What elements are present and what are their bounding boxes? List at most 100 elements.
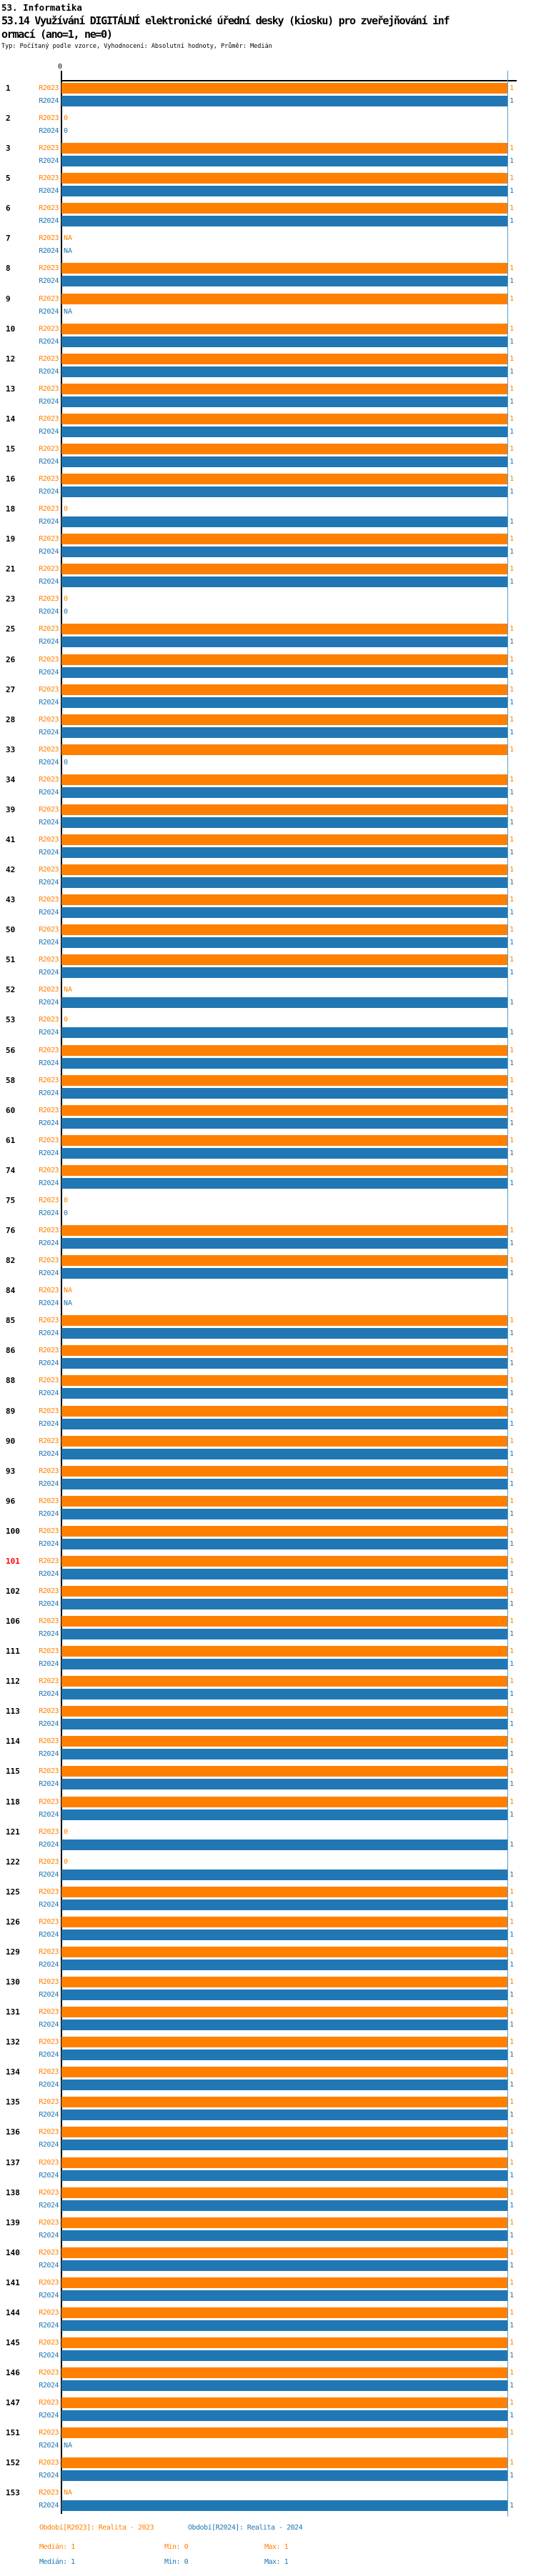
value-label-r2023: 1: [510, 84, 515, 92]
bar-r2023: [61, 1556, 507, 1567]
value-label-r2023: 1: [510, 1347, 515, 1354]
row-id-label: 115: [6, 1767, 20, 1776]
series-label-r2024: R2024: [39, 1570, 59, 1578]
series-label-r2023: R2023: [39, 896, 59, 904]
bar-r2024: [61, 366, 507, 377]
series-label-r2023: R2023: [39, 1647, 59, 1655]
series-label-r2023: R2023: [39, 1467, 59, 1475]
bar-r2023: [61, 1797, 507, 1807]
value-label-r2024: 1: [510, 2021, 515, 2029]
series-label-r2024: R2024: [39, 1961, 59, 1969]
series-label-r2024: R2024: [39, 2232, 59, 2240]
bar-r2023: [61, 714, 507, 725]
bar-r2024: [61, 2470, 507, 2481]
bar-r2023: [61, 1766, 507, 1777]
value-label-r2023: 1: [510, 1257, 515, 1264]
value-label-r2023: 1: [510, 295, 515, 303]
row-id-label: 14: [6, 414, 16, 424]
series-label-r2024: R2024: [39, 2172, 59, 2180]
series-label-r2024: R2024: [39, 1329, 59, 1337]
bar-r2024: [61, 1990, 507, 2000]
series-label-r2024: R2024: [39, 127, 59, 135]
series-label-r2023: R2023: [39, 264, 59, 272]
row-id-label: 86: [6, 1346, 16, 1355]
value-label-r2023: 1: [510, 1587, 515, 1595]
series-label-r2023: R2023: [39, 1047, 59, 1054]
bar-r2023: [61, 1947, 507, 1957]
value-label-r2024: 1: [510, 1089, 515, 1097]
bar-r2024: [61, 1268, 507, 1279]
value-label-r2023: 1: [510, 2098, 515, 2106]
bar-r2024: [61, 486, 507, 497]
max-value-gridline: [507, 71, 508, 2517]
bar-r2024: [61, 1749, 507, 1759]
series-label-r2023: R2023: [39, 2008, 59, 2016]
value-label-r2024: 1: [510, 1630, 515, 1638]
value-label-r2023: 1: [510, 2219, 515, 2227]
bar-r2023: [61, 1406, 507, 1417]
series-label-r2024: R2024: [39, 608, 59, 616]
value-label-r2023: 1: [510, 2038, 515, 2046]
series-label-r2023: R2023: [39, 1828, 59, 1836]
value-label-r2023: 1: [510, 1167, 515, 1174]
series-label-r2023: R2023: [39, 234, 59, 242]
value-label-r2023: 1: [510, 1617, 515, 1625]
value-label-r2023: 1: [510, 716, 515, 724]
bar-r2023: [61, 1977, 507, 1987]
value-label-r2024: 1: [510, 2322, 515, 2330]
value-label-r2024: 1: [510, 1961, 515, 1969]
row-id-label: 136: [6, 2127, 20, 2137]
row-id-label: 52: [6, 985, 16, 994]
bar-r2023: [61, 444, 507, 454]
bar-r2023: [61, 2277, 507, 2288]
value-label-r2024: 1: [510, 1780, 515, 1788]
bar-r2023: [61, 2037, 507, 2047]
value-label-r2023: 0: [64, 1858, 69, 1866]
value-label-r2023: 1: [510, 445, 515, 453]
bar-r2024: [61, 1358, 507, 1369]
series-label-r2023: R2023: [39, 1077, 59, 1084]
bar-r2023: [61, 143, 507, 154]
series-label-r2023: R2023: [39, 1107, 59, 1114]
row-id-label: 10: [6, 324, 16, 334]
series-label-r2023: R2023: [39, 866, 59, 874]
row-id-label: 18: [6, 504, 16, 514]
value-label-r2023: 0: [64, 1197, 69, 1204]
bar-r2024: [61, 697, 507, 708]
value-label-r2024: 1: [510, 1720, 515, 1728]
series-label-r2023: R2023: [39, 2369, 59, 2377]
stat-max-r2024: Max: 1: [264, 2558, 289, 2566]
bar-r2024: [61, 1238, 507, 1249]
value-label-r2023: 1: [510, 2309, 515, 2317]
value-label-r2023: 1: [510, 2189, 515, 2197]
series-label-r2023: R2023: [39, 2189, 59, 2197]
bar-r2024: [61, 1629, 507, 1639]
value-label-r2024: 1: [510, 939, 515, 947]
series-label-r2024: R2024: [39, 1780, 59, 1788]
series-label-r2024: R2024: [39, 729, 59, 737]
series-label-r2023: R2023: [39, 1707, 59, 1715]
series-label-r2024: R2024: [39, 1299, 59, 1307]
value-label-r2024: 0: [64, 608, 69, 616]
row-id-label: 7: [6, 234, 11, 243]
bar-r2023: [61, 2307, 507, 2318]
row-id-label: 39: [6, 805, 16, 814]
series-label-r2023: R2023: [39, 1257, 59, 1264]
value-label-r2023: 1: [510, 355, 515, 363]
value-label-r2023: 0: [64, 505, 69, 513]
bar-r2024: [61, 1058, 507, 1069]
bar-r2024: [61, 2380, 507, 2391]
value-label-r2024: 1: [510, 368, 515, 376]
chart-meta-line: Typ: Počítaný podle vzorce, Vyhodnocení:…: [1, 43, 272, 50]
bar-r2023: [61, 384, 507, 394]
series-label-r2024: R2024: [39, 1089, 59, 1097]
value-label-r2024: 1: [510, 1179, 515, 1187]
value-label-r2024: 1: [510, 338, 515, 346]
value-label-r2023: 1: [510, 325, 515, 333]
row-id-label: 141: [6, 2278, 20, 2287]
value-label-r2023: 1: [510, 686, 515, 694]
bar-r2024: [61, 546, 507, 557]
bar-r2024: [61, 967, 507, 978]
series-label-r2023: R2023: [39, 2429, 59, 2437]
series-label-r2023: R2023: [39, 595, 59, 603]
